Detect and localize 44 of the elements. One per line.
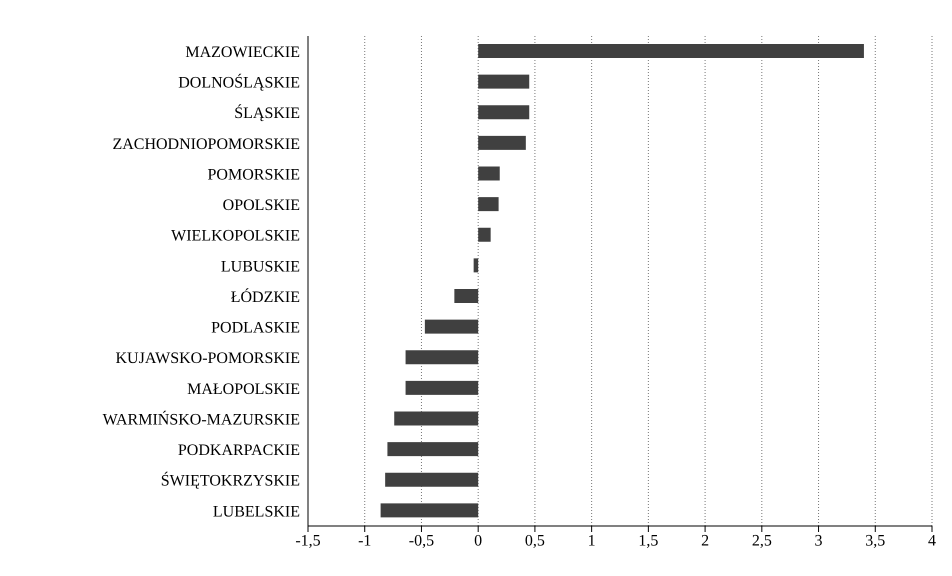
x-tick-label: -1,5 <box>295 532 321 550</box>
y-tick-label: LUBUSKIE <box>220 258 300 276</box>
y-tick-label: MAŁOPOLSKIE <box>187 380 300 398</box>
bar <box>406 380 478 395</box>
y-tick-label: PODKARPACKIE <box>178 442 300 460</box>
bar <box>478 44 864 58</box>
y-tick-label: DOLNOŚLĄSKIE <box>178 74 300 92</box>
bar <box>478 136 526 150</box>
x-tick-label: -0,5 <box>408 532 434 550</box>
bar <box>478 166 500 180</box>
y-tick-label: MAZOWIECKIE <box>185 44 300 61</box>
x-tick-label: -1 <box>358 532 372 550</box>
x-tick-label: 1,5 <box>638 532 658 550</box>
bar <box>424 320 478 334</box>
x-tick-label: 0 <box>474 532 482 550</box>
bar <box>394 412 478 426</box>
bar <box>478 74 530 89</box>
bar <box>454 289 478 303</box>
y-tick-label: KUJAWSKO-POMORSKIE <box>115 350 300 368</box>
x-tick-label: 0,5 <box>524 532 545 550</box>
bar <box>387 442 478 456</box>
bar <box>385 472 478 487</box>
y-tick-label: OPOLSKIE <box>222 197 300 214</box>
y-tick-label: PODLASKIE <box>211 320 300 337</box>
bar <box>474 258 478 272</box>
y-tick-label: ŁÓDZKIE <box>230 288 300 306</box>
y-tick-label: WARMIŃSKO-MAZURSKIE <box>102 410 300 428</box>
bar <box>478 228 491 242</box>
bar <box>478 105 530 120</box>
x-tick-label: 2,5 <box>752 532 772 550</box>
y-tick-label: ŚWIĘTOKRZYSKIE <box>160 472 300 490</box>
x-tick-label: 1 <box>588 532 596 550</box>
bar <box>478 197 499 212</box>
y-tick-label: LUBELSKIE <box>212 503 300 520</box>
x-tick-label: 4 <box>928 532 936 550</box>
x-tick-label: 3,5 <box>865 532 886 550</box>
bar <box>406 350 478 364</box>
y-tick-label: ZACHODNIOPOMORSKIE <box>112 136 300 153</box>
x-tick-label: 3 <box>814 532 823 550</box>
y-tick-label: ŚLĄSKIE <box>234 104 300 122</box>
y-tick-label: WIELKOPOLSKIE <box>171 228 300 245</box>
x-tick-label: 2 <box>701 532 710 550</box>
y-tick-label: POMORSKIE <box>208 166 300 184</box>
bar <box>380 503 478 518</box>
